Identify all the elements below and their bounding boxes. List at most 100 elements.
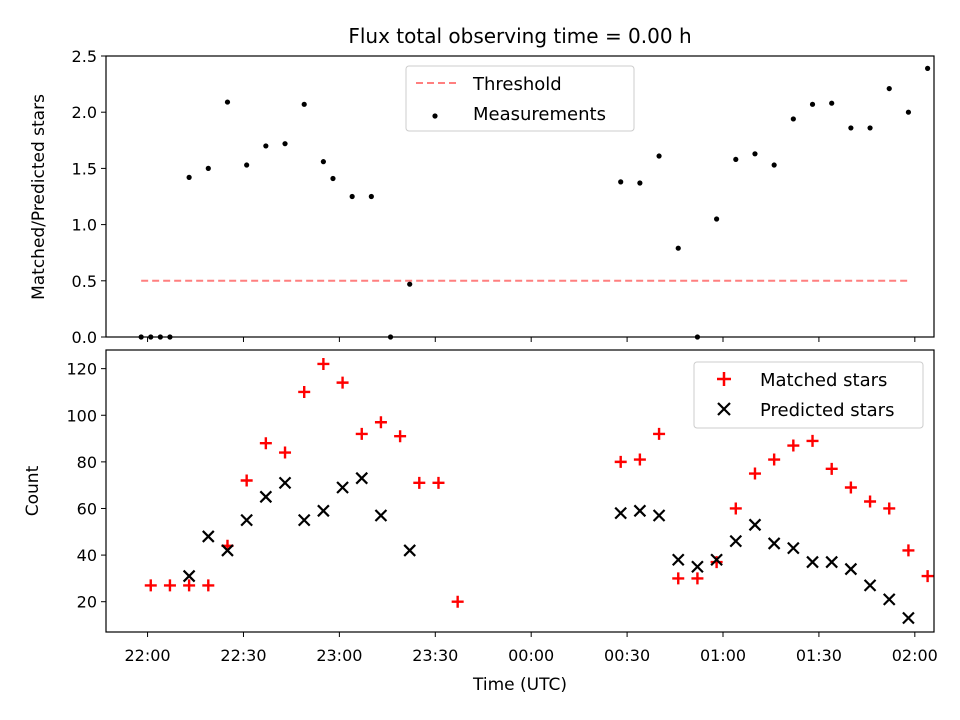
matched-star-point (921, 570, 934, 583)
bottom-y-tick-label: 40 (77, 546, 97, 565)
measurement-point (282, 141, 288, 147)
predicted-star-point (748, 518, 762, 532)
measurement-point (905, 109, 912, 115)
top-legend: Threshold Measurements (405, 65, 635, 132)
matched-star-point (202, 579, 215, 592)
top-y-tick-label: 1.0 (72, 216, 97, 235)
matched-star-point (864, 495, 877, 508)
x-tick-label: 23:00 (316, 646, 362, 665)
top-y-tick-label: 2.5 (72, 47, 97, 66)
matched-star-point (451, 595, 464, 608)
legend-predicted-swatch (717, 402, 731, 416)
measurement-point (301, 101, 307, 107)
matched-star-point (844, 481, 857, 494)
matched-star-point (336, 376, 349, 389)
measurement-point (925, 65, 931, 71)
predicted-star-point (240, 513, 253, 527)
measurement-point (771, 162, 777, 168)
measurement-point (618, 179, 624, 185)
measurement-point (330, 175, 336, 182)
x-tick-label: 22:30 (220, 646, 266, 665)
measurement-point (224, 99, 231, 105)
predicted-star-point (221, 544, 234, 557)
matched-star-point (710, 556, 723, 569)
predicted-star-point (259, 490, 273, 504)
predicted-star-point (671, 553, 685, 567)
top-x-ticks (147, 337, 916, 342)
measurement-point (205, 165, 211, 171)
measurement-point (349, 193, 355, 200)
bottom-y-tick-label: 20 (77, 593, 97, 612)
predicted-star-point (902, 611, 915, 625)
predicted-star-point (355, 471, 369, 485)
top-y-axis-label: Matched/Predicted stars (29, 94, 49, 300)
top-y-axis: 0.0 0.5 1.0 1.5 2.0 2.5 (72, 47, 106, 347)
measurement-point (752, 151, 758, 157)
bottom-y-tick-label: 100 (66, 406, 97, 425)
predicted-star-point (278, 476, 292, 490)
bottom-y-axis-label: Count (23, 465, 43, 516)
measurement-point (320, 159, 326, 165)
matched-star-point (413, 476, 426, 489)
predicted-star-point (729, 534, 743, 548)
matched-star-point (279, 446, 292, 459)
measurement-point (886, 85, 892, 92)
predicted-star-point (633, 504, 647, 518)
matched-star-point (902, 544, 915, 557)
measurement-point (244, 162, 250, 168)
top-y-tick-label: 0.0 (72, 328, 97, 347)
matched-star-point (298, 385, 311, 398)
measurement-point (829, 100, 835, 106)
top-y-tick-label: 2.0 (72, 103, 97, 122)
matched-star-point (768, 453, 781, 466)
predicted-star-point (691, 560, 704, 574)
matched-star-point (432, 476, 445, 489)
predicted-star-point (374, 509, 388, 522)
x-axis-label: Time (UTC) (472, 675, 567, 695)
bottom-y-axis: 20 40 60 80 100 120 (66, 360, 106, 612)
top-legend-box (405, 65, 635, 132)
x-tick-label: 22:00 (125, 646, 171, 665)
matched-star-point (748, 467, 761, 480)
predicted-star-point (710, 553, 723, 567)
top-panel: 0.0 0.5 1.0 1.5 2.0 2.5 Matched/Predicted sta… (29, 47, 935, 347)
measurement-point (656, 153, 662, 159)
matched-star-point (614, 455, 627, 468)
measurement-point (675, 245, 681, 251)
predicted-star-point (297, 513, 311, 527)
predicted-star-point (806, 555, 819, 569)
predicted-star-point (825, 555, 838, 569)
top-y-tick-label: 0.5 (72, 272, 97, 291)
legend-measurements-label: Measurements (473, 104, 606, 125)
matched-star-point (825, 462, 838, 475)
bottom-y-tick-label: 120 (66, 360, 97, 379)
legend-matched-swatch (717, 372, 731, 386)
bottom-legend-box (693, 361, 924, 429)
predicted-star-point (767, 537, 781, 550)
top-plot-frame (105, 55, 935, 338)
matched-star-point (883, 502, 896, 515)
matched-star-point (787, 439, 800, 452)
legend-predicted-label: Predicted stars (760, 400, 894, 421)
bottom-legend: Matched stars Predicted stars (693, 361, 924, 429)
x-tick-label: 01:00 (700, 646, 746, 665)
x-tick-label: 01:30 (796, 646, 842, 665)
matched-star-point (672, 572, 685, 585)
predicted-star-point (882, 593, 896, 606)
measurement-point (733, 156, 739, 163)
bottom-x-axis: 22:00 22:30 23:00 23:30 00:00 00:30 01:00 01:30… (125, 632, 938, 665)
matched-star-point (144, 579, 157, 592)
matched-star-point (633, 453, 646, 466)
bottom-y-tick-label: 80 (77, 453, 97, 472)
predicted-star-point (336, 481, 349, 494)
predicted-star-point (614, 506, 627, 520)
x-tick-label: 00:30 (604, 646, 650, 665)
matched-star-point (691, 572, 704, 585)
predicted-star-point (863, 579, 877, 592)
measurement-point (790, 116, 796, 122)
matched-star-point (806, 434, 819, 447)
matched-star-point (163, 579, 176, 592)
legend-measurements-swatch (432, 113, 438, 119)
predicted-star-point (787, 541, 800, 555)
